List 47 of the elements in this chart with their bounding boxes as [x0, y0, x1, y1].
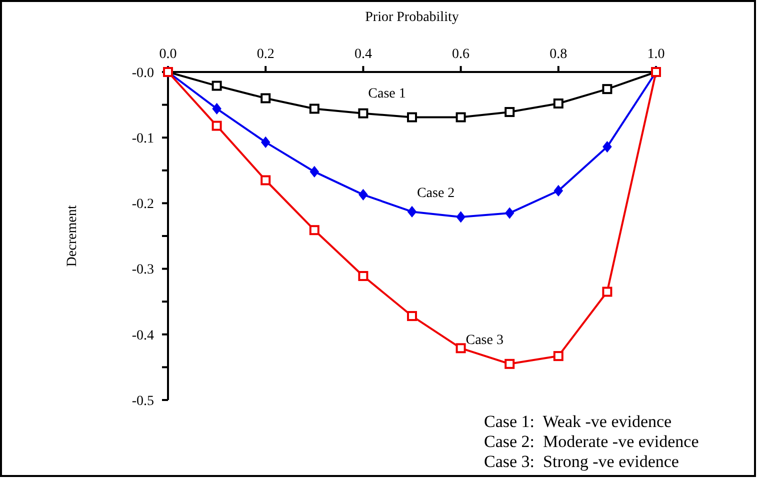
point [407, 112, 417, 122]
point [212, 103, 222, 114]
point [261, 136, 270, 148]
point [456, 211, 466, 222]
point [358, 271, 368, 282]
y-tick-label: -0.3 [132, 262, 154, 278]
point [602, 141, 612, 152]
x-tick-label: 0.4 [354, 47, 372, 62]
point [504, 107, 515, 118]
point [553, 351, 564, 362]
point [554, 185, 563, 196]
point [358, 108, 368, 118]
point [310, 166, 319, 178]
y-tick-label: -0.4 [132, 328, 154, 344]
point [602, 286, 612, 297]
point [260, 93, 271, 104]
point [505, 208, 514, 219]
y-tick-label: -0.1 [132, 132, 154, 146]
x-axis-title: Prior Probability [365, 10, 459, 25]
y-axis-title: Decrement [65, 205, 80, 267]
series-label: Case 3 [466, 332, 504, 348]
point [309, 104, 320, 114]
point [456, 112, 466, 122]
x-tick-label: 0.6 [452, 47, 470, 62]
point [553, 98, 564, 108]
text: Case 1: Weak -ve evidence [484, 412, 672, 431]
point [260, 175, 271, 186]
text: Case 3: Strong -ve evidence [484, 452, 679, 471]
point [309, 225, 320, 236]
point [212, 120, 222, 131]
point [212, 80, 222, 91]
y-tick-label: -0.5 [132, 394, 154, 409]
series-label: Case 1 [368, 86, 406, 102]
y-tick-label: -0.2 [132, 197, 154, 212]
y-tick-label: -0.0 [132, 66, 154, 81]
point [456, 343, 466, 354]
point [504, 358, 515, 369]
point [407, 311, 417, 322]
point [358, 189, 368, 200]
x-tick-label: 0.0 [159, 47, 177, 62]
point [408, 206, 416, 218]
x-tick-label: 1.0 [647, 47, 665, 62]
series-label: Case 2 [416, 186, 455, 201]
x-tick-label: 0.2 [256, 47, 274, 62]
x-tick-label: 0.8 [550, 47, 568, 62]
text: Case 2: Moderate -ve evidence [484, 432, 699, 451]
point [602, 84, 612, 94]
